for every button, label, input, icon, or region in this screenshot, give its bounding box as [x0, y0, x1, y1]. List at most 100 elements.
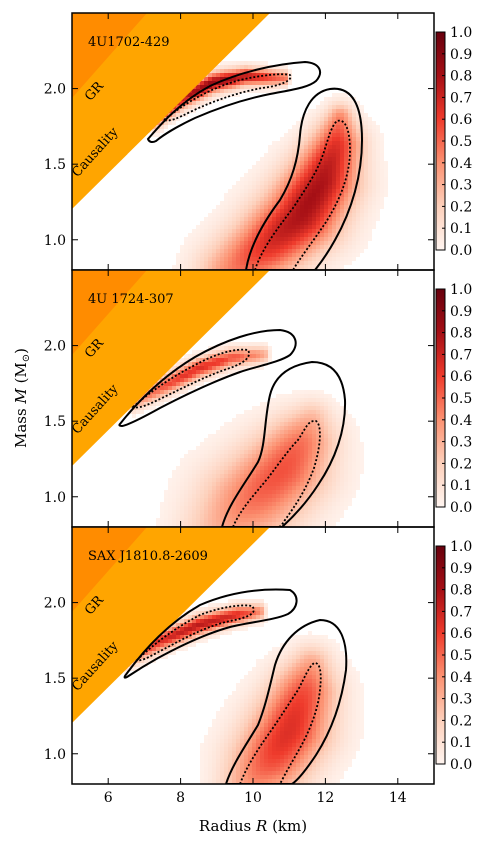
density-cell	[284, 145, 288, 149]
density-cell	[236, 61, 240, 65]
density-cell	[232, 201, 236, 205]
density-cell	[288, 671, 292, 675]
density-cell	[240, 599, 244, 603]
density-cell	[356, 141, 360, 145]
density-cell	[276, 245, 280, 249]
density-cell	[328, 145, 332, 149]
density-cell	[332, 679, 336, 683]
density-cell	[228, 225, 232, 229]
density-cell	[316, 771, 320, 775]
density-cell	[356, 454, 360, 458]
density-cell	[284, 695, 288, 699]
density-cell	[176, 474, 180, 478]
density-cell	[196, 245, 200, 249]
density-cell	[260, 486, 264, 490]
density-cell	[284, 502, 288, 506]
density-cell	[280, 502, 284, 506]
density-cell	[220, 225, 224, 229]
density-cell	[188, 265, 192, 269]
density-cell	[188, 506, 192, 510]
density-cell	[236, 362, 240, 366]
density-cell	[204, 358, 208, 362]
density-cell	[316, 149, 320, 153]
density-cell	[252, 767, 256, 771]
density-cell	[308, 779, 312, 783]
density-cell	[332, 663, 336, 667]
density-cell	[324, 747, 328, 751]
density-cell	[176, 619, 180, 623]
density-cell	[324, 418, 328, 422]
density-cell	[304, 751, 308, 755]
density-cell	[316, 671, 320, 675]
density-cell	[280, 165, 284, 169]
density-cell	[336, 426, 340, 430]
density-cell	[208, 767, 212, 771]
density-cell	[212, 378, 216, 382]
density-cell	[296, 129, 300, 133]
density-cell	[280, 149, 284, 153]
density-cell	[200, 502, 204, 506]
density-cell	[292, 747, 296, 751]
density-cell	[180, 378, 184, 382]
density-cell	[256, 69, 260, 73]
density-cell	[212, 727, 216, 731]
density-cell	[292, 735, 296, 739]
density-cell	[308, 747, 312, 751]
density-cell	[320, 454, 324, 458]
density-cell	[272, 165, 276, 169]
density-cell	[364, 121, 368, 125]
density-cell	[236, 201, 240, 205]
density-cell	[312, 221, 316, 225]
density-cell	[232, 723, 236, 727]
density-cell	[268, 767, 272, 771]
density-cell	[276, 77, 280, 81]
density-cell	[268, 350, 272, 354]
density-cell	[288, 735, 292, 739]
density-cell	[316, 679, 320, 683]
density-cell	[300, 434, 304, 438]
density-cell	[208, 225, 212, 229]
density-cell	[224, 743, 228, 747]
density-cell	[340, 667, 344, 671]
density-cell	[268, 410, 272, 414]
density-cell	[236, 763, 240, 767]
density-cell	[232, 470, 236, 474]
density-cell	[204, 249, 208, 253]
density-cell	[308, 418, 312, 422]
density-cell	[264, 615, 268, 619]
density-cell	[228, 466, 232, 470]
density-cell	[328, 490, 332, 494]
y-ticks-2: 1.01.52.0	[44, 339, 434, 506]
density-cell	[368, 161, 372, 165]
density-cell	[284, 261, 288, 265]
density-cell	[344, 105, 348, 109]
plot-area-1: GR Causality	[72, 13, 388, 270]
density-cell	[264, 771, 268, 775]
density-cell	[288, 683, 292, 687]
density-cell	[304, 177, 308, 181]
density-cell	[200, 374, 204, 378]
density-cell	[328, 751, 332, 755]
density-cell	[248, 265, 252, 269]
density-cell	[360, 237, 364, 241]
density-cell	[340, 121, 344, 125]
density-cell	[296, 667, 300, 671]
density-cell	[284, 442, 288, 446]
density-cell	[296, 398, 300, 402]
density-cell	[256, 65, 260, 69]
density-cell	[260, 85, 264, 89]
density-cell	[348, 442, 352, 446]
density-cell	[248, 462, 252, 466]
density-cell	[256, 209, 260, 213]
density-cell	[328, 470, 332, 474]
density-cell	[260, 607, 264, 611]
density-cell	[312, 213, 316, 217]
density-cell	[364, 137, 368, 141]
density-cell	[304, 755, 308, 759]
density-cell	[340, 153, 344, 157]
density-cell	[324, 442, 328, 446]
density-cell	[316, 105, 320, 109]
density-cell	[304, 261, 308, 265]
density-cell	[208, 763, 212, 767]
density-cell	[216, 249, 220, 253]
